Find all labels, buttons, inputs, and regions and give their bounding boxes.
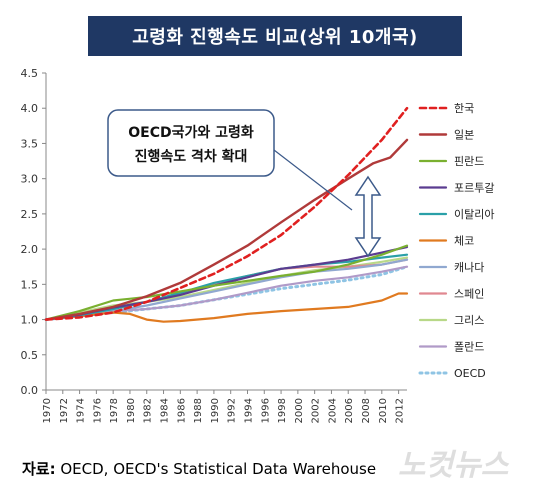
x-tick-label: 1984 [160, 398, 171, 423]
series-line-핀란드 [44, 244, 409, 321]
legend-label: 그리스 [454, 314, 484, 327]
legend-label: 핀란드 [454, 155, 484, 168]
legend-label: 일본 [454, 128, 474, 142]
y-tick-label: 2.0 [21, 243, 39, 256]
series-line-일본 [44, 138, 409, 321]
x-tick-label: 1986 [176, 398, 187, 423]
series-layer [44, 106, 409, 323]
chart-axes: 0.0 0.5 1.0 1.5 2.0 2.5 3.0 3.5 4.0 4.5 1970 1972 19… [21, 67, 407, 423]
x-tick-label: 1976 [92, 398, 103, 423]
legend-label: 캐나다 [454, 261, 484, 274]
series-line-한국 [44, 106, 409, 321]
series-line-캐나다 [44, 258, 409, 321]
x-tick-label: 1994 [243, 398, 254, 423]
source-note: 자료: OECD, OECD's Statistical Data Wareho… [22, 458, 376, 479]
source-text: OECD, OECD's Statistical Data Warehouse [55, 460, 377, 478]
x-tick-label: 1972 [59, 398, 70, 423]
y-tick-label: 4.0 [21, 102, 39, 115]
x-tick-label: 1992 [227, 398, 238, 423]
legend-label: OECD [454, 367, 486, 380]
x-tick-label: 1974 [76, 398, 87, 423]
chart-title: 고령화 진행속도 비교(상위 10개국) [88, 16, 462, 56]
y-tick-label: 0.5 [21, 349, 39, 362]
y-tick-label: 3.0 [21, 173, 39, 186]
y-tick-label: 3.5 [21, 137, 39, 150]
x-tick-label: 2004 [327, 398, 338, 423]
y-tick-label: 2.5 [21, 208, 39, 221]
x-tick-label: 1982 [143, 398, 154, 423]
x-tick-label: 1980 [126, 398, 137, 423]
x-tick-label: 2000 [294, 398, 305, 423]
annotation-pointer [273, 149, 353, 211]
x-tick-label: 1970 [42, 398, 53, 423]
legend-label: 한국 [454, 102, 474, 115]
y-tick-label: 4.5 [21, 67, 39, 80]
watermark-logo: 노컷뉴스 [398, 448, 509, 483]
x-tick-label: 2008 [361, 398, 372, 423]
legend-label: 체코 [454, 235, 474, 248]
y-tick-label: 1.5 [21, 278, 39, 291]
x-tick-label: 2002 [311, 398, 322, 423]
legend-label: 폴란드 [454, 341, 484, 354]
x-tick-label: 1988 [193, 398, 204, 423]
gap-arrow-icon [354, 175, 382, 258]
annotation-box [107, 109, 275, 177]
series-line-이탈리아 [44, 253, 409, 321]
source-label: 자료: [22, 460, 56, 478]
legend-label: 스페인 [454, 288, 484, 301]
x-tick-label: 1998 [277, 398, 288, 423]
series-line-체코 [44, 292, 409, 323]
x-tick-label: 1996 [260, 398, 271, 423]
y-tick-label: 0.0 [21, 384, 39, 397]
y-tick-label: 1.0 [21, 314, 39, 327]
annotation-text: 진행속도 격차 확대 [135, 148, 248, 165]
x-tick-label: 2006 [344, 398, 355, 423]
legend-label: 포르투갈 [454, 181, 494, 195]
x-tick-label: 2012 [395, 398, 406, 423]
x-tick-label: 2010 [378, 398, 389, 423]
x-tick-label: 1978 [109, 398, 120, 423]
annotation-text: OECD국가와 고령화 [128, 124, 254, 141]
line-chart: 0.0 0.5 1.0 1.5 2.0 2.5 3.0 3.5 4.0 4.5 1970 1972 19… [21, 67, 495, 423]
x-tick-label: 1990 [210, 398, 221, 423]
legend-label: 이탈리아 [454, 208, 494, 221]
